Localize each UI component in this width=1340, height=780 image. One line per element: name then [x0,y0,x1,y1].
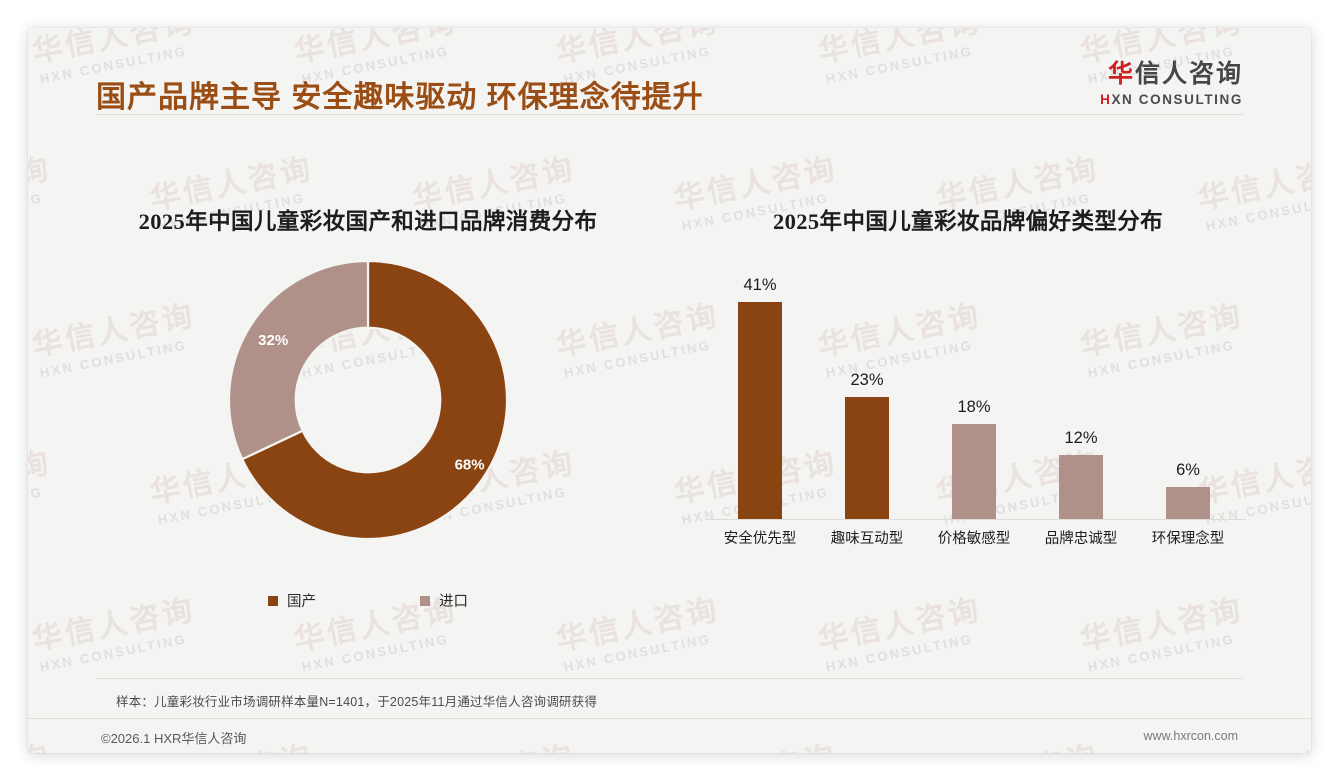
slide-header: 国产品牌主导 安全趣味驱动 环保理念待提升 [28,28,1311,120]
donut-slice[interactable] [240,259,509,541]
legend-label: 进口 [439,594,468,610]
bar-chart: 41% 安全优先型 23% 趣味互动型 18% 价格敏感型 12% 品牌忠诚型 6% 环保理念型 [706,248,1246,548]
logo-english-text: HXN CONSULTING [1100,91,1243,109]
legend-item[interactable]: 进口 [420,590,468,611]
footer-divider [28,718,1311,719]
bar-category-label: 品牌忠诚型 [1044,531,1118,547]
footer-website[interactable]: www.hxrcon.com [1143,729,1238,743]
bar-value-label: 23% [850,371,884,389]
bar-value-label: 18% [957,397,991,416]
legend-swatch-icon [420,595,430,606]
donut-slice-value: 32% [258,332,288,349]
bar-baseline-axis [706,519,1246,520]
bar-column[interactable]: 23% [845,371,889,519]
bar-category-label: 价格敏感型 [937,531,1011,547]
bar-rect[interactable] [1059,455,1103,519]
company-logo: 华信人咨询 HXN CONSULTING [1100,60,1243,108]
footnote-divider [96,678,1243,679]
bar-column[interactable]: 6% [1166,461,1210,519]
source-footnote: 样本：儿童彩妆行业市场调研样本量N=1401，于2025年11月通过华信人咨询调… [116,695,598,709]
bar-category-label: 趣味互动型 [830,531,904,547]
bar-rect[interactable] [952,423,996,519]
bar-chart-title: 2025年中国儿童彩妆品牌偏好类型分布 [772,209,1164,234]
bar-rect[interactable] [845,397,889,519]
donut-svg: 68% 32% [227,259,509,541]
bar-column[interactable]: 41% [738,276,782,519]
bar-column[interactable]: 18% [952,398,996,519]
logo-cn-rest: 信人咨询 [1134,60,1243,88]
donut-slice-value: 68% [455,456,485,473]
logo-cn-accent: 华 [1107,60,1135,88]
bar-category-label: 环保理念型 [1151,531,1225,547]
legend-item[interactable]: 国产 [268,590,316,611]
footer-copyright: ©2026.1 HXR华信人咨询 [101,731,247,746]
bar-category-label: 安全优先型 [723,531,797,547]
logo-en-accent: H [1100,91,1112,107]
donut-slice[interactable] [227,259,370,461]
bar-value-label: 12% [1064,429,1098,448]
bar-column[interactable]: 12% [1059,429,1103,519]
logo-chinese-text: 华信人咨询 [1100,60,1243,89]
chart-panel-bar: 2025年中国儿童彩妆品牌偏好类型分布 41% 安全优先型 23% 趣味互动型 18% 价… [678,120,1258,660]
bar-value-label: 41% [743,275,777,294]
donut-chart: 68% 32% [68,250,668,580]
bar-value-label: 6% [1176,461,1200,480]
bar-rect[interactable] [738,301,782,519]
bar-rect[interactable] [1166,487,1210,519]
legend-swatch-icon [268,595,278,606]
logo-en-rest: XN CONSULTING [1111,91,1243,107]
donut-chart-title: 2025年中国儿童彩妆国产和进口品牌消费分布 [138,209,598,234]
slide-card: 华信人咨询 HXN CONSULTING 华信人咨询 HXN CONSULTING 华信… [28,28,1311,753]
chart-panel-donut: 2025年中国儿童彩妆国产和进口品牌消费分布 68% 32% 国产 进口 [68,120,668,660]
donut-legend: 国产 进口 [68,590,668,611]
title-divider [96,114,1243,115]
page-title: 国产品牌主导 安全趣味驱动 环保理念待提升 [96,81,704,114]
legend-label: 国产 [287,594,316,610]
slide-content: 2025年中国儿童彩妆国产和进口品牌消费分布 68% 32% 国产 进口 2025年… [28,120,1311,660]
